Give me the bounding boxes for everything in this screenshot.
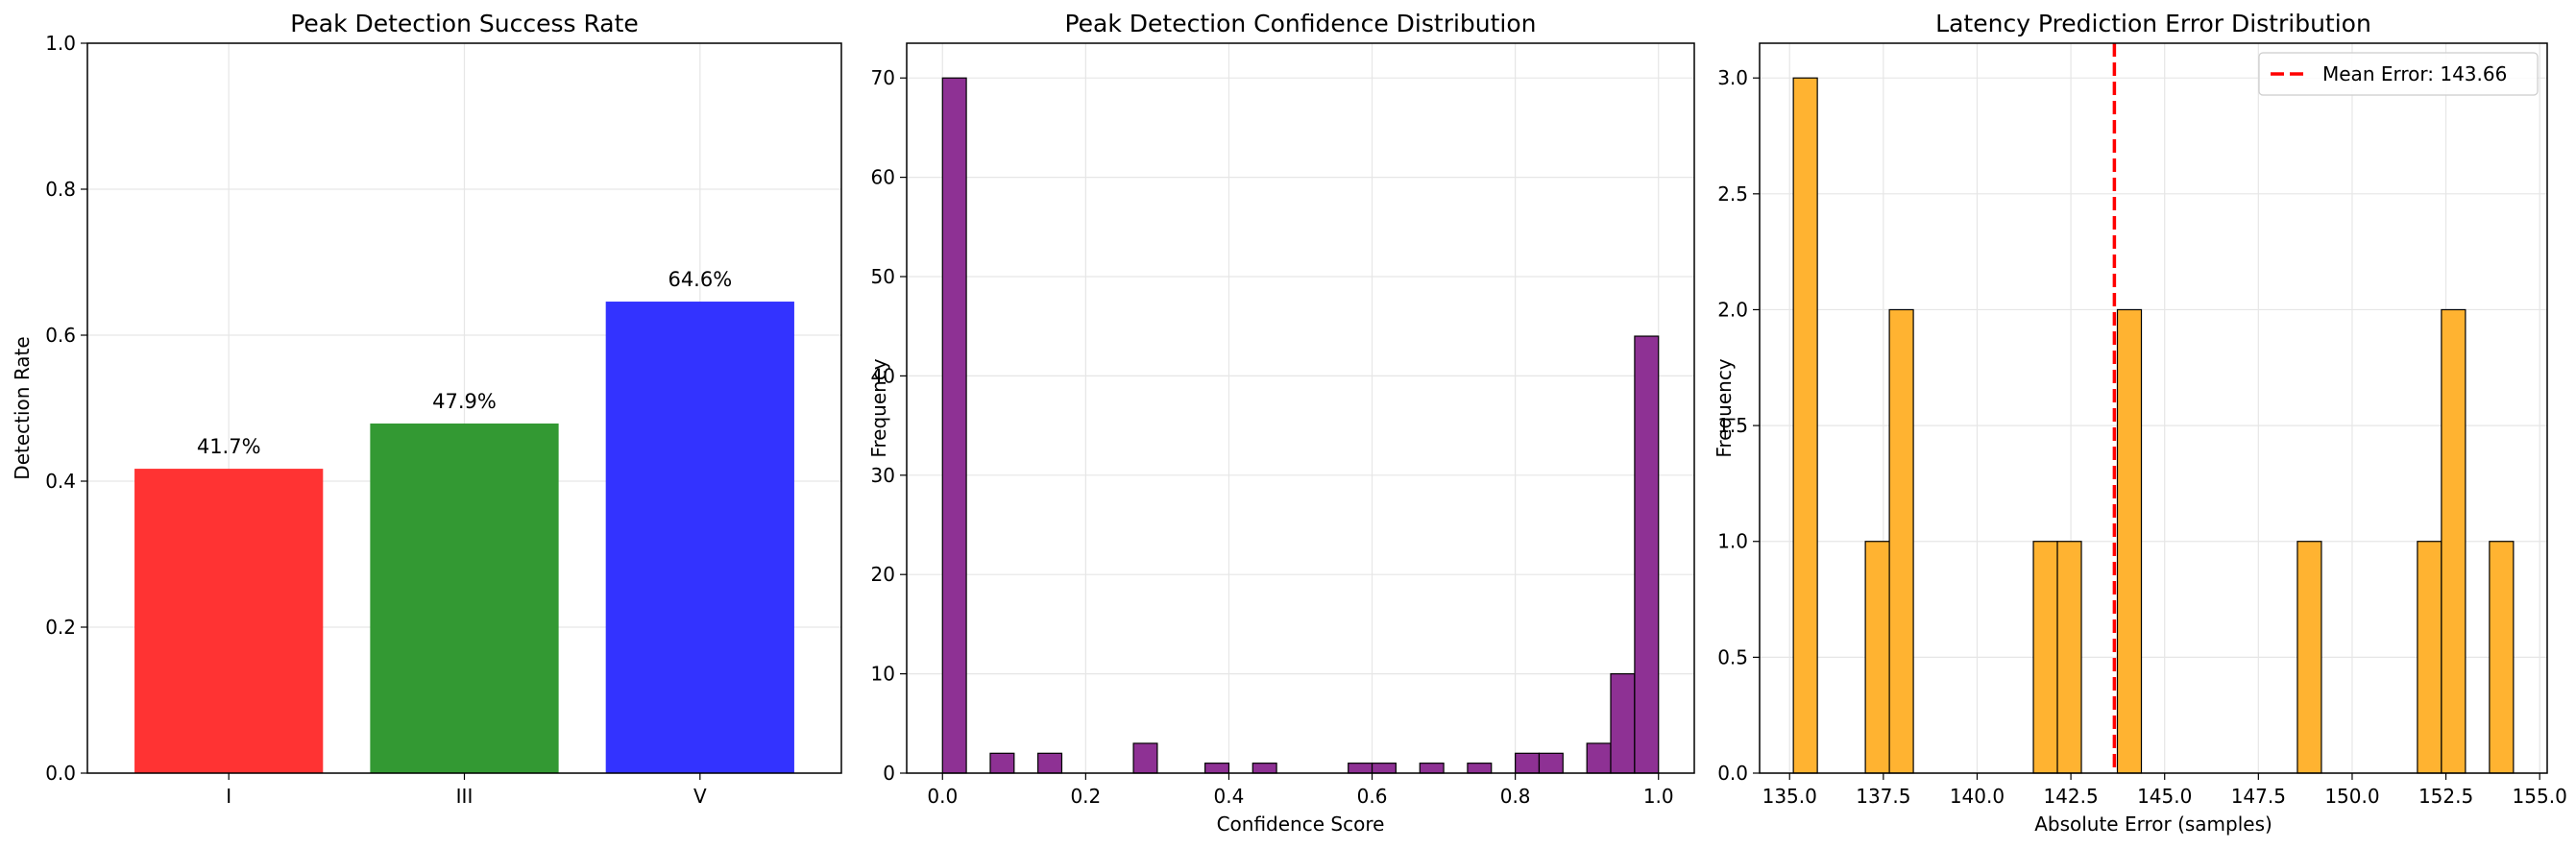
y-tick-label: 3.0 [1717,66,1748,89]
histogram-bar [2056,541,2082,774]
histogram-bar [1252,763,1277,774]
x-tick-label: III [456,785,474,808]
histogram-bar [1204,763,1230,774]
y-tick-label: 0 [883,762,895,785]
x-tick-label: 155.0 [2513,785,2567,808]
bar-V [605,302,794,773]
y-tick-label: 10 [871,663,895,686]
y-axis-label: Frequency [867,358,890,457]
data-labels: 41.7% 47.9% 64.6% [197,268,732,458]
ticks: 0.00.20.40.60.81.0I III V [45,32,707,808]
panel-latency-error: 0.0 0.5 1.0 1.5 2.0 2.5 3.0 135.0 137.5 140.0 142.… [1713,10,2567,836]
x-tick-label: 135.0 [1762,785,1817,808]
histogram-bar [2417,541,2442,774]
histogram-bar [1132,742,1158,774]
data-label: 64.6% [668,268,732,291]
bar-I [134,469,324,773]
x-tick-label: 152.5 [2418,785,2473,808]
y-tick-label: 0.5 [1717,645,1748,668]
data-label: 47.9% [432,390,497,413]
histogram-bar [2489,541,2515,774]
x-tick-label: 147.5 [2231,785,2286,808]
histogram-bar [2297,541,2322,774]
x-tick-label: 137.5 [1856,785,1910,808]
x-tick-label: 0.2 [1070,785,1101,808]
histogram-bar [1864,541,1890,774]
histogram-bar [1037,752,1063,774]
legend: Mean Error: 143.66 [2258,52,2539,96]
y-tick-label: 0.0 [1717,762,1748,785]
y-tick-label: 1.5 [1717,414,1748,437]
bars [941,77,1660,774]
bars [134,302,794,773]
x-tick-label: 150.0 [2324,785,2379,808]
chart-title: Peak Detection Confidence Distribution [1064,10,1536,37]
x-axis-label: Absolute Error (samples) [2034,813,2272,836]
chart-title: Peak Detection Success Rate [290,10,639,37]
panel-detection-success: 41.7%47.9%64.6% 0.00.20.40.60.81.0I III V … [11,10,842,808]
y-tick-label: 70 [871,66,895,89]
x-tick-label: 145.0 [2137,785,2192,808]
axes-frame [1759,42,2548,774]
x-axis-label: Confidence Score [1217,813,1385,836]
histogram-bar [2032,541,2058,774]
y-tick-label: 20 [871,563,895,586]
histogram-bar [1586,742,1612,774]
histogram-bar [1634,335,1660,774]
y-tick-label: 50 [871,265,895,288]
ticks: 0 10 20 30 40 50 60 70 0.0 0.2 0.4 0.6 0.8 1.0 [871,66,1674,808]
histogram-bar [989,752,1015,774]
histogram-bar [1348,763,1373,774]
histogram-bar [1792,77,1818,774]
histogram-bar [1419,763,1445,774]
histogram-bar [1371,763,1397,774]
histogram-bar [2116,308,2143,774]
bars [1792,77,2515,774]
y-tick-label: 40 [871,364,895,387]
histogram-bar [2441,308,2467,774]
y-tick-label: 2.0 [1717,298,1748,321]
x-tick-label: 0.6 [1357,785,1388,808]
histogram-bar [1538,752,1564,774]
y-tick-label: 0.4 [45,470,76,493]
histogram-bar [941,77,967,774]
legend-entry-mean-error: Mean Error: 143.66 [2322,62,2507,85]
y-tick-label: 0.8 [45,178,76,201]
y-axis-label: Frequency [1713,358,1736,457]
y-tick-label: 60 [871,166,895,189]
y-tick-label: 0.6 [45,324,76,347]
x-tick-label: 0.8 [1500,785,1531,808]
chart-title: Latency Prediction Error Distribution [1935,10,2371,37]
x-tick-label: I [226,785,231,808]
data-label: 41.7% [197,435,261,458]
y-tick-label: 2.5 [1717,182,1748,206]
y-tick-label: 30 [871,464,895,487]
axes-frame [906,42,1695,774]
histogram-bar [1467,763,1493,774]
y-tick-label: 0.0 [45,762,76,785]
panel-confidence-distribution: 0 10 20 30 40 50 60 70 0.0 0.2 0.4 0.6 0.8 1.0 Peak D… [867,10,1695,836]
legend-box [2258,52,2539,96]
y-tick-label: 0.2 [45,616,76,639]
x-tick-label: 1.0 [1643,785,1674,808]
y-axis-label: Detection Rate [11,336,34,479]
bar-III [370,423,559,773]
y-tick-label: 1.0 [1717,530,1748,553]
x-tick-label: 142.5 [2043,785,2098,808]
histogram-bar [1888,308,1914,774]
histogram-bar [1610,672,1636,774]
x-tick-label: 0.4 [1214,785,1245,808]
grid [907,43,1694,774]
x-tick-label: 0.0 [927,785,958,808]
x-tick-label: 140.0 [1950,785,2005,808]
histogram-bar [1515,752,1541,774]
x-tick-label: V [693,785,707,808]
y-tick-label: 1.0 [45,32,76,55]
ticks: 0.0 0.5 1.0 1.5 2.0 2.5 3.0 135.0 137.5 140.0 142.… [1717,66,2567,808]
